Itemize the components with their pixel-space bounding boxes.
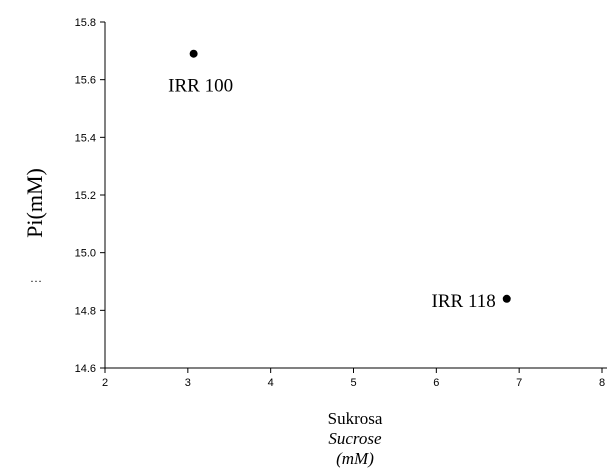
x-tick-label: 7 [516,377,522,389]
data-point [502,294,511,303]
x-tick-label: 6 [433,377,439,389]
data-point-label: IRR 118 [432,291,496,312]
y-axis-prefix: … [30,271,42,285]
data-point-label: IRR 100 [168,76,233,97]
x-tick-label: 2 [102,377,108,389]
y-tick-label: 15.8 [75,17,96,29]
ticks: 2 3 4 5 6 7 8 14.6 14.8 15.0 15.2 15.4 15.6 15.8 [75,17,605,389]
y-tick-label: 15.0 [75,248,96,260]
y-tick-label: 15.4 [75,132,96,144]
y-tick-label: 14.6 [75,363,96,375]
x-tick-label: 4 [268,377,274,389]
x-tick-label: 5 [350,377,356,389]
x-axis-label-line2: Sucrose [328,429,382,448]
x-tick-label: 3 [185,377,191,389]
y-tick-label: 15.6 [75,75,96,87]
y-axis-label: Pi(mM) [22,168,47,238]
x-axis-label-line3: (mM) [336,449,374,468]
data-points: IRR 100 IRR 118 [168,49,511,312]
y-tick-label: 15.2 [75,190,96,202]
x-tick-label: 8 [599,377,605,389]
data-point [189,49,198,58]
x-axis-label-line1: Sukrosa [328,409,383,428]
axes [104,22,607,369]
y-tick-label: 14.8 [75,305,96,317]
